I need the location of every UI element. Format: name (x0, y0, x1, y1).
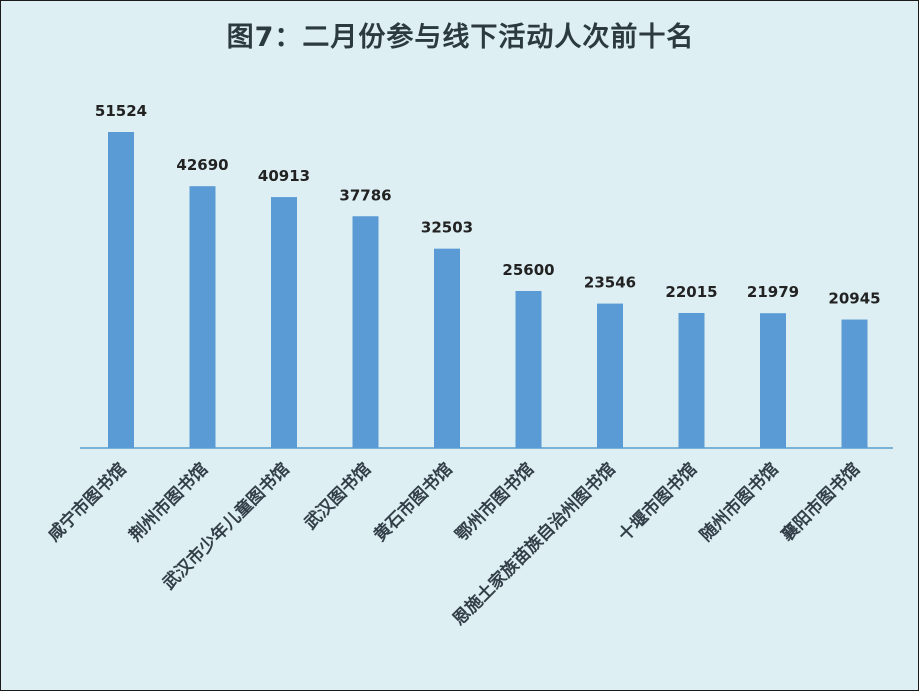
data-label: 20945 (828, 290, 880, 308)
bar (678, 312, 705, 448)
bar (271, 197, 297, 448)
bar (841, 319, 868, 448)
data-label: 40913 (258, 167, 310, 185)
bar (434, 248, 460, 448)
category-label: 鄂州市图书馆 (451, 459, 538, 546)
data-label: 21979 (747, 283, 799, 301)
data-label: 32503 (421, 219, 473, 237)
data-label: 42690 (176, 156, 228, 174)
bars-group (108, 132, 868, 448)
chart-title: 图7：二月份参与线下活动人次前十名 (226, 22, 695, 53)
category-label: 武汉图书馆 (300, 459, 375, 534)
bar (189, 186, 216, 448)
category-label: 黄石市图书馆 (370, 459, 457, 546)
category-label: 荆州市图书馆 (125, 459, 212, 546)
data-label: 25600 (502, 261, 554, 279)
category-label: 恩施土家族苗族自治州图书馆 (448, 459, 619, 630)
data-label: 51524 (95, 102, 147, 120)
bar (352, 216, 379, 448)
bar (108, 132, 134, 448)
bar (515, 290, 542, 448)
bar (760, 313, 786, 448)
category-label: 十堰市图书馆 (614, 459, 701, 546)
value-labels-group: 51524 42690 40913 37786 32503 25600 23546 22015… (95, 102, 881, 308)
data-label: 23546 (584, 274, 636, 292)
category-label: 咸宁市图书馆 (44, 459, 131, 546)
category-label: 随州市图书馆 (696, 459, 783, 546)
data-label: 22015 (665, 283, 717, 301)
bar (597, 303, 623, 448)
category-label: 襄阳市图书馆 (776, 459, 864, 547)
data-label: 37786 (339, 186, 391, 204)
